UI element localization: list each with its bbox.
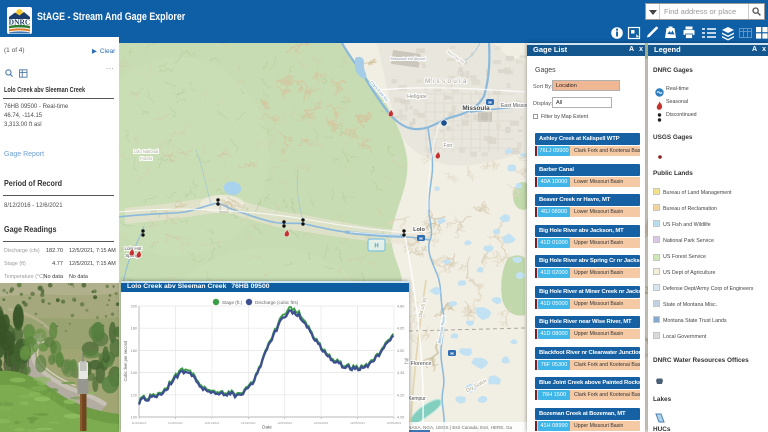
svg-text:H: H [450,351,453,356]
svg-text:160: 160 [131,349,137,353]
svg-text:Lolo: Lolo [413,227,425,233]
svg-text:12/01/2021: 12/01/2021 [204,421,219,425]
svg-text:Missoula: Missoula [425,79,469,85]
svg-text:DNRC: DNRC [9,18,31,27]
svg-text:NASA, NGA, USGS | Esri Canada,: NASA, NGA, USGS | Esri Canada, Esri, HER… [408,425,513,430]
svg-text:12/02/2021: 12/02/2021 [241,421,256,425]
svg-text:4.50: 4.50 [397,349,404,353]
svg-text:140: 140 [131,371,137,375]
svg-text:H: H [488,100,491,105]
svg-text:Stage (ft.): Stage (ft.) [222,300,243,305]
svg-text:Forest: Forest [140,156,153,161]
svg-text:12/04/2021: 12/04/2021 [314,421,329,425]
svg-text:4.20: 4.20 [397,393,404,397]
svg-text:East Missoula: East Missoula [501,103,533,109]
svg-text:4.35: 4.35 [397,371,404,375]
svg-text:4.80: 4.80 [397,305,404,309]
svg-text:120: 120 [131,393,137,397]
svg-text:Discharge (cubic ft/s): Discharge (cubic ft/s) [255,300,299,305]
svg-text:H: H [419,236,422,241]
svg-text:4.05: 4.05 [397,416,404,420]
svg-text:(ft.): (ft.) [404,358,409,365]
svg-text:H: H [374,244,378,250]
svg-text:180: 180 [131,327,137,331]
svg-text:Date: Date [262,425,272,430]
svg-text:Lolo National: Lolo National [134,149,159,154]
svg-text:Fort: Fort [444,143,454,149]
svg-text:12/06/2021: 12/06/2021 [386,421,401,425]
svg-text:100: 100 [131,416,137,420]
svg-text:12/05/2021: 12/05/2021 [350,421,365,425]
svg-text:Florence: Florence [411,361,432,367]
svg-text:Missoula: Missoula [462,105,490,112]
svg-text:Bitterroot River: Bitterroot River [437,315,447,344]
svg-text:200: 200 [131,305,137,309]
svg-text:Hellgate: Hellgate [407,94,427,100]
svg-text:4.65: 4.65 [397,327,404,331]
svg-text:Kempur: Kempur [408,396,426,402]
svg-text:Cubic feet per second: Cubic feet per second [123,340,128,381]
svg-text:Lolo Hot: Lolo Hot [124,246,142,251]
svg-text:11/29/2021: 11/29/2021 [132,421,147,425]
svg-text:Missoula Intl Airport: Missoula Intl Airport [391,56,427,61]
svg-text:12/03/2021: 12/03/2021 [277,421,292,425]
svg-text:11/30/2021: 11/30/2021 [168,421,183,425]
